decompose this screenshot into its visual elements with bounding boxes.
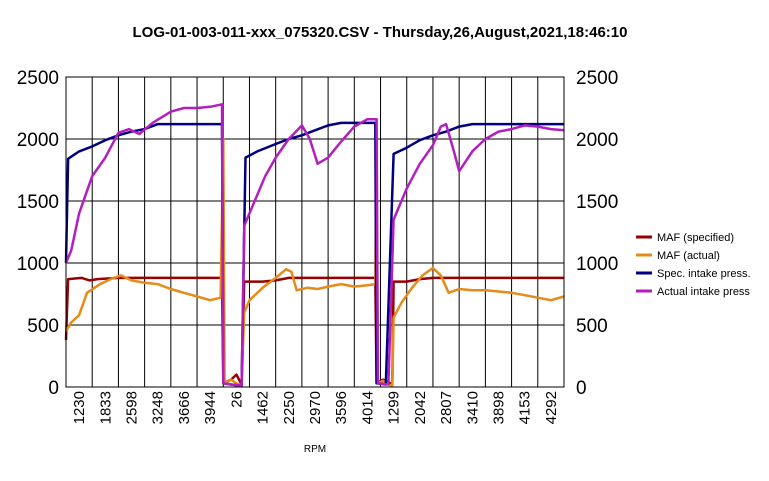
x-tick-label: 3410 — [464, 391, 481, 424]
x-axis: 1230 1833 2598 3248 3666 3944 26 1462 2250 2970 35… — [71, 391, 560, 424]
x-tick-label: 1462 — [255, 391, 272, 424]
y-tick-label-right: 1000 — [576, 254, 618, 275]
y-tick-label-left: 2500 — [17, 68, 59, 89]
x-tick-label: 3944 — [202, 391, 219, 424]
y-tick-label-right: 2000 — [576, 130, 618, 151]
series-line-2 — [64, 121, 564, 388]
x-tick-label: 1230 — [71, 391, 88, 424]
x-tick-label: 4292 — [543, 391, 560, 424]
y-tick-label-left: 0 — [48, 378, 59, 399]
series-group — [64, 103, 565, 388]
x-tick-label: 2598 — [124, 391, 141, 424]
x-tick-label: 2970 — [307, 391, 324, 424]
x-tick-label: 4014 — [359, 391, 376, 424]
y-tick-label-right: 500 — [576, 316, 608, 337]
y-tick-label-left: 1000 — [17, 254, 59, 275]
legend-label: MAF (actual) — [657, 250, 720, 262]
series-line-1 — [64, 137, 565, 388]
legend: MAF (specified) MAF (actual) Spec. intake … — [636, 232, 751, 298]
x-axis-label: RPM — [304, 444, 326, 455]
x-tick-label: 1299 — [386, 391, 403, 424]
x-tick-label: 26 — [228, 391, 245, 408]
y-tick-label-right: 0 — [576, 378, 587, 399]
x-tick-label: 2250 — [281, 391, 298, 424]
plot-area — [65, 76, 565, 388]
x-tick-label: 3898 — [490, 391, 507, 424]
y-tick-label-right: 1500 — [576, 192, 618, 213]
y-tick-label-left: 2000 — [17, 130, 59, 151]
series-line-3 — [64, 103, 565, 388]
x-tick-label: 3248 — [150, 391, 167, 424]
x-tick-label: 2042 — [412, 391, 429, 424]
y-tick-label-right: 2500 — [576, 68, 618, 89]
series-line-0 — [64, 276, 564, 386]
x-tick-label: 2807 — [438, 391, 455, 424]
x-tick-label: 4153 — [517, 391, 534, 424]
x-tick-label: 1833 — [97, 391, 114, 424]
chart-title: LOG-01-003-011-xxx_075320.CSV - Thursday… — [133, 24, 628, 41]
y-tick-label-left: 1500 — [17, 192, 59, 213]
legend-label: MAF (specified) — [657, 232, 734, 244]
legend-label: Actual intake press — [657, 286, 750, 298]
y-axis-right: 0 500 1000 1500 2000 2500 — [576, 68, 618, 399]
x-tick-label: 3666 — [176, 391, 193, 424]
legend-label: Spec. intake press. — [657, 268, 751, 280]
y-axis-left: 0 500 1000 1500 2000 2500 — [17, 68, 59, 399]
x-tick-label: 3596 — [333, 391, 350, 424]
y-tick-label-left: 500 — [27, 316, 59, 337]
